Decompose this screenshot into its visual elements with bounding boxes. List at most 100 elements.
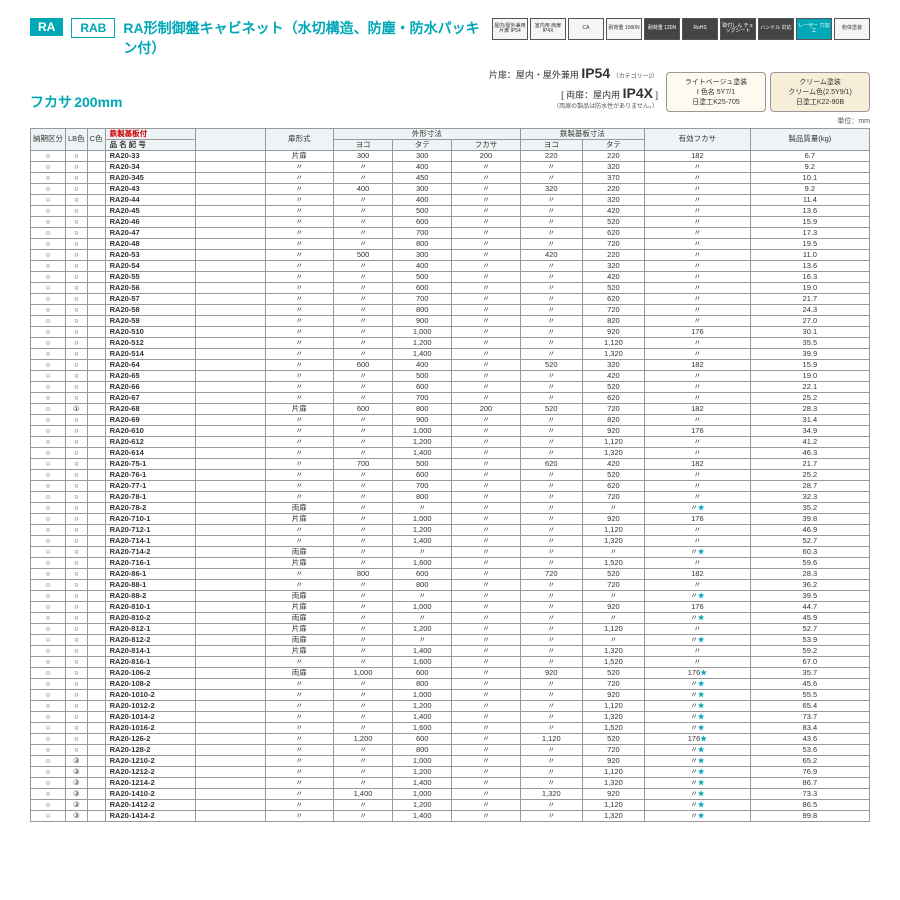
col-blank bbox=[195, 128, 265, 150]
table-cell: ○ bbox=[31, 458, 66, 469]
table-cell: 1,320 bbox=[582, 535, 644, 546]
table-cell: 〃★ bbox=[645, 612, 751, 623]
table-cell: 920 bbox=[582, 425, 644, 436]
table-cell: 〃★ bbox=[645, 590, 751, 601]
table-cell: ○ bbox=[31, 557, 66, 568]
table-cell: RA20-1010-2 bbox=[105, 689, 195, 700]
table-cell: 〃 bbox=[334, 722, 393, 733]
table-cell: 〃 bbox=[265, 238, 333, 249]
table-cell: 〃 bbox=[334, 711, 393, 722]
table-cell: 〃 bbox=[265, 161, 333, 172]
table-cell: 182 bbox=[645, 150, 751, 161]
table-cell: 31.4 bbox=[750, 414, 869, 425]
table-cell: ○ bbox=[66, 733, 88, 744]
table-cell bbox=[195, 634, 265, 645]
table-cell: ○ bbox=[31, 667, 66, 678]
table-row: ○③RA20-1414-2〃〃1,400〃〃1,320〃★99.8 bbox=[31, 810, 870, 821]
table-row: ○○RA20-810-1片扉〃1,000〃〃92017644.7 bbox=[31, 601, 870, 612]
table-cell: ○ bbox=[66, 447, 88, 458]
table-cell bbox=[195, 447, 265, 458]
table-cell bbox=[195, 568, 265, 579]
table-cell bbox=[195, 337, 265, 348]
table-cell: 片扉 bbox=[265, 623, 333, 634]
table-cell: 〃 bbox=[452, 788, 520, 799]
table-cell: 〃 bbox=[265, 678, 333, 689]
table-cell: ○ bbox=[31, 425, 66, 436]
table-row: ○○RA20-1016-2〃〃1,600〃〃1,520〃★83.4 bbox=[31, 722, 870, 733]
table-cell: ○ bbox=[31, 689, 66, 700]
table-cell: 〃 bbox=[645, 216, 751, 227]
table-cell: 1,520 bbox=[582, 656, 644, 667]
table-cell: 13.6 bbox=[750, 260, 869, 271]
table-cell: ○ bbox=[66, 249, 88, 260]
table-cell: 〃 bbox=[645, 227, 751, 238]
table-cell: 〃 bbox=[265, 381, 333, 392]
table-cell: 〃 bbox=[520, 326, 582, 337]
table-cell: 〃 bbox=[645, 282, 751, 293]
table-cell: ○ bbox=[31, 282, 66, 293]
table-cell: 〃 bbox=[393, 634, 452, 645]
table-cell: ○ bbox=[66, 469, 88, 480]
table-row: ○○RA20-59〃〃900〃〃820〃27.0 bbox=[31, 315, 870, 326]
table-cell: ○ bbox=[66, 634, 88, 645]
table-cell: RA20-58 bbox=[105, 304, 195, 315]
table-cell: 〃 bbox=[452, 744, 520, 755]
table-cell bbox=[87, 722, 105, 733]
table-cell bbox=[87, 766, 105, 777]
header-badge: 粉体塗装 bbox=[834, 18, 870, 40]
table-cell: 〃 bbox=[334, 480, 393, 491]
table-cell bbox=[195, 194, 265, 205]
table-cell bbox=[87, 381, 105, 392]
table-cell: 1,400 bbox=[393, 535, 452, 546]
table-cell: 1,320 bbox=[582, 447, 644, 458]
table-cell bbox=[87, 480, 105, 491]
table-cell: 〃 bbox=[265, 216, 333, 227]
table-cell bbox=[87, 260, 105, 271]
table-cell: RA20-88-1 bbox=[105, 579, 195, 590]
table-cell: 〃 bbox=[520, 260, 582, 271]
col-delivery: 納期区分 bbox=[31, 128, 66, 150]
table-cell: ○ bbox=[31, 491, 66, 502]
table-cell: ○ bbox=[31, 535, 66, 546]
table-cell: 720 bbox=[582, 403, 644, 414]
table-cell: 〃 bbox=[520, 755, 582, 766]
table-cell: 〃 bbox=[452, 678, 520, 689]
table-cell: 〃 bbox=[334, 304, 393, 315]
col-board-dim: 鉄製基板寸法 bbox=[520, 128, 644, 139]
table-cell bbox=[87, 304, 105, 315]
table-cell: 〃 bbox=[452, 436, 520, 447]
table-cell bbox=[195, 469, 265, 480]
table-cell: 〃 bbox=[334, 810, 393, 821]
table-cell: 〃 bbox=[334, 370, 393, 381]
table-cell: 176★ bbox=[645, 733, 751, 744]
table-cell: 〃 bbox=[645, 260, 751, 271]
table-cell: 11.4 bbox=[750, 194, 869, 205]
table-cell: ○ bbox=[66, 513, 88, 524]
table-cell: ○ bbox=[31, 788, 66, 799]
table-cell: 〃 bbox=[520, 612, 582, 623]
header-badge: RoHS bbox=[682, 18, 718, 40]
table-cell bbox=[87, 359, 105, 370]
table-cell: ○ bbox=[66, 392, 88, 403]
table-cell: 32.3 bbox=[750, 491, 869, 502]
table-cell: 920 bbox=[582, 513, 644, 524]
table-cell bbox=[87, 469, 105, 480]
table-cell: 65.4 bbox=[750, 700, 869, 711]
table-cell bbox=[195, 425, 265, 436]
table-cell: 〃 bbox=[452, 238, 520, 249]
table-cell: 〃 bbox=[265, 447, 333, 458]
table-cell: 両扉 bbox=[265, 546, 333, 557]
table-cell: 176 bbox=[645, 513, 751, 524]
table-row: ○○RA20-716-1片扉〃1,600〃〃1,520〃59.6 bbox=[31, 557, 870, 568]
table-cell: 〃 bbox=[452, 381, 520, 392]
table-cell: 〃 bbox=[582, 634, 644, 645]
table-cell: 400 bbox=[393, 359, 452, 370]
table-cell: 700 bbox=[393, 392, 452, 403]
table-cell: 720 bbox=[582, 491, 644, 502]
table-cell bbox=[195, 656, 265, 667]
table-cell: ○ bbox=[66, 645, 88, 656]
table-row: ○○RA20-69〃〃900〃〃820〃31.4 bbox=[31, 414, 870, 425]
table-cell bbox=[195, 700, 265, 711]
table-cell: 〃 bbox=[452, 260, 520, 271]
table-cell bbox=[87, 799, 105, 810]
